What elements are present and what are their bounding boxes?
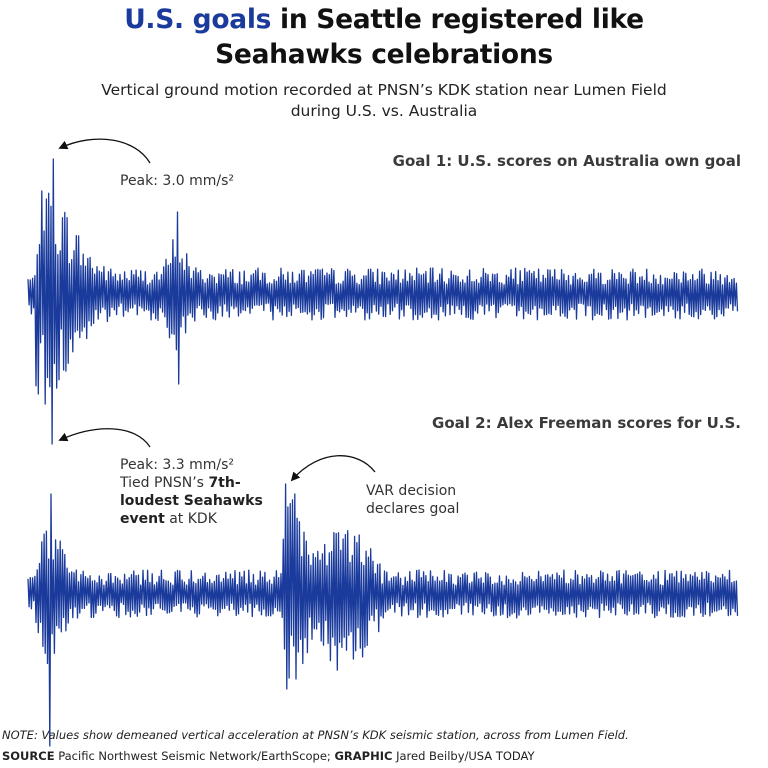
source-credit: SOURCE Pacific Northwest Seismic Network… [2, 749, 535, 763]
goal2-bold-7th: 7th- [208, 475, 241, 491]
goal2-peak-annotation: Peak: 3.3 mm/s² Tied PNSN’s 7th- loudest… [120, 456, 263, 528]
title-highlight: U.S. goals [124, 4, 272, 35]
footnote: NOTE: Values show demeaned vertical acce… [2, 728, 629, 742]
var-decision-annotation: VAR decision declares goal [366, 482, 459, 518]
graphic-text: Jared Beilby/USA TODAY [392, 749, 535, 763]
graphic-label: GRAPHIC [334, 749, 393, 763]
goal2-title: Goal 2: Alex Freeman scores for U.S. [432, 414, 741, 432]
title-line2: Seahawks celebrations [215, 39, 553, 70]
source-text: Pacific Northwest Seismic Network/EarthS… [54, 749, 335, 763]
chart-title: U.S. goals in Seattle registered like Se… [0, 2, 768, 72]
subtitle-line2: during U.S. vs. Australia [290, 102, 478, 120]
goal1-peak-arrow [58, 138, 151, 164]
var-line1: VAR decision [366, 483, 457, 499]
goal2-bold-seahawks: loudest Seahawks [120, 493, 263, 509]
goal1-peak-annotation: Peak: 3.0 mm/s² [120, 173, 235, 189]
goal2-at-kdk: at KDK [164, 511, 217, 527]
var-line2: declares goal [366, 501, 460, 517]
goal2-peak-text: Peak: 3.3 mm/s² [120, 457, 235, 473]
goal2-bold-event: event [120, 511, 165, 527]
source-label: SOURCE [2, 749, 55, 763]
goal2-tied-text: Tied PNSN’s [120, 475, 209, 491]
goal2-peak-arrow [58, 428, 151, 448]
var-decision-arrow [290, 455, 376, 482]
goal2-waveform [27, 483, 739, 747]
goal1-waveform [27, 158, 739, 445]
chart-subtitle: Vertical ground motion recorded at PNSN’… [40, 80, 728, 122]
title-line1-rest: in Seattle registered like [271, 4, 644, 35]
goal1-title: Goal 1: U.S. scores on Australia own goa… [392, 152, 741, 170]
subtitle-line1: Vertical ground motion recorded at PNSN’… [101, 81, 667, 99]
